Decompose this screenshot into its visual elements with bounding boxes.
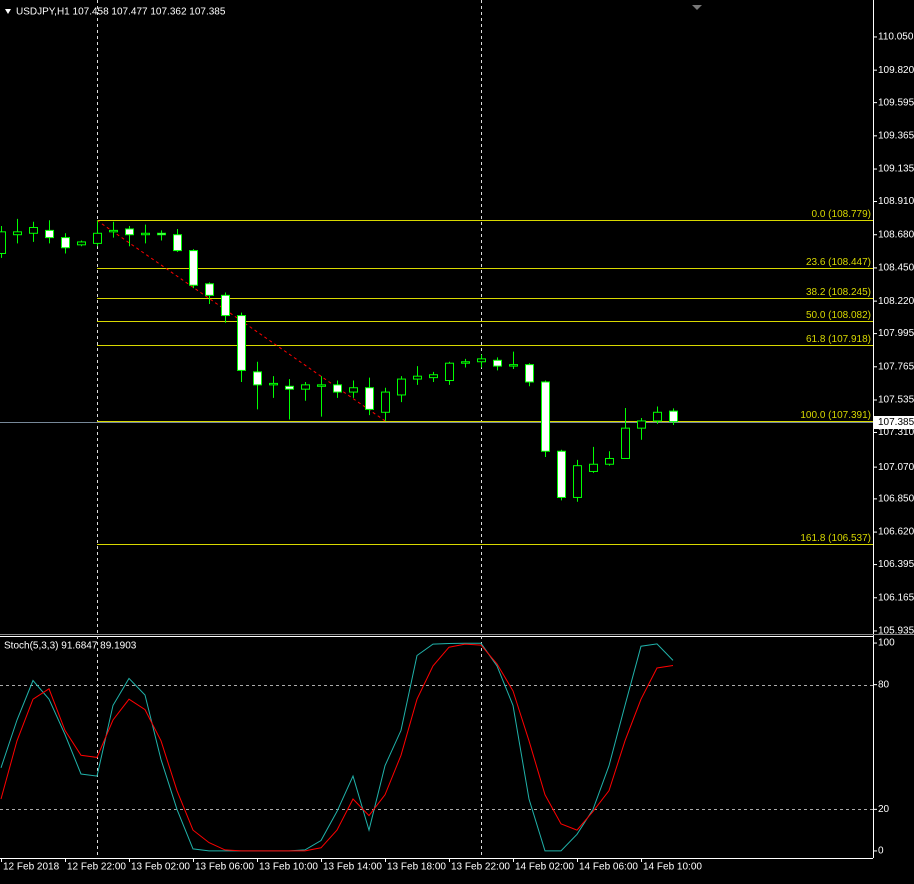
candle-body [621,427,630,459]
candle-body [493,359,502,367]
fib-label: 61.8 (107.918) [806,334,871,345]
y-tick-label: 20 [878,804,890,815]
fib-label: 50.0 (108.082) [806,310,871,321]
candle-body [509,364,518,367]
y-tick-label: 108.680 [878,229,914,240]
x-tick-label: 14 Feb 06:00 [579,862,638,873]
candle-body [477,358,486,363]
candle-body [333,384,342,393]
candle-body [349,387,358,393]
current-price-box [874,416,914,429]
y-tick-label: 107.995 [878,328,914,339]
candle-body [381,391,390,413]
y-tick-label: 0 [878,846,884,857]
candle-body [669,410,678,423]
candle-body [365,387,374,410]
candle-body [237,315,246,371]
candle-body [637,420,646,429]
candle-body [301,384,310,390]
candle-body [189,250,198,286]
y-tick-label: 105.935 [878,626,914,637]
candle-body [29,227,38,234]
candle-body [397,378,406,396]
stoch-line [0,643,674,852]
candle-body [45,229,54,239]
x-tick-label: 13 Feb 18:00 [387,862,446,873]
candle-body [445,362,454,382]
candle-body [573,465,582,498]
y-tick-label: 109.365 [878,130,914,141]
chart-title: USDJPY,H1 107.458 107.477 107.362 107.38… [16,7,226,18]
candle-body [557,450,566,498]
candle-body [173,234,182,252]
candle-body [157,232,166,236]
candle-body [461,361,470,364]
fib-label: 38.2 (108.245) [806,287,871,298]
x-tick-label: 12 Feb 2018 [3,862,60,873]
candle-body [205,283,214,296]
y-tick-label: 106.395 [878,559,914,570]
y-tick-label: 109.135 [878,164,914,175]
candle-body [253,371,262,386]
candle-body [429,374,438,379]
candle-body [653,411,662,422]
candle-body [125,228,134,236]
x-tick-label: 13 Feb 02:00 [131,862,190,873]
candle-body [77,241,86,246]
fib-label: 23.6 (108.447) [806,257,871,268]
y-tick-label: 106.850 [878,494,914,505]
shift-marker [692,5,702,10]
fib-label: 100.0 (107.391) [800,410,871,421]
x-tick-label: 13 Feb 22:00 [451,862,510,873]
y-tick-label: 108.910 [878,196,914,207]
candle-body [285,385,294,390]
x-tick-label: 13 Feb 06:00 [195,862,254,873]
candle-body [141,232,150,236]
x-tick-label: 12 Feb 22:00 [67,862,126,873]
y-tick-label: 106.620 [878,527,914,538]
fib-label: 0.0 (108.779) [812,209,872,220]
y-tick-label: 107.310 [878,427,914,438]
y-tick-label: 109.595 [878,97,914,108]
candle-body [0,231,6,254]
candle-body [317,384,326,387]
x-tick-label: 14 Feb 02:00 [515,862,574,873]
y-tick-label: 107.070 [878,462,914,473]
x-tick-label: 13 Feb 10:00 [259,862,318,873]
candle-body [221,294,230,317]
candle-body [525,364,534,383]
candle-body [605,457,614,465]
y-tick-label: 80 [878,679,890,690]
candle-body [109,229,118,233]
candle-body [13,231,22,236]
candle-body [93,232,102,244]
candle-body [541,381,550,452]
y-tick-label: 100 [878,638,895,649]
candle-body [589,463,598,472]
fib-label: 161.8 (106.537) [800,533,871,544]
y-tick-label: 107.765 [878,361,914,372]
y-tick-label: 108.220 [878,296,914,307]
menu-arrow[interactable] [5,9,11,14]
y-tick-label: 108.450 [878,263,914,274]
x-tick-label: 13 Feb 14:00 [323,862,382,873]
candle-body [269,382,278,386]
y-tick-label: 110.050 [878,32,914,43]
x-tick-label: 14 Feb 10:00 [643,862,702,873]
y-tick-label: 109.820 [878,65,914,76]
stoch-line [0,642,674,852]
candle-body [413,375,422,380]
current-price-label: 107.385 [878,417,914,428]
y-tick-label: 106.165 [878,592,914,603]
indicator-title: Stoch(5,3,3) 91.6847 89.1903 [4,641,137,652]
candle-body [61,237,70,249]
y-tick-label: 107.535 [878,395,914,406]
